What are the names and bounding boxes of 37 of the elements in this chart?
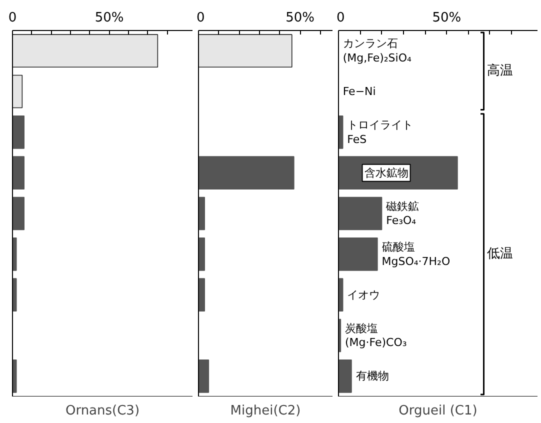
bar	[198, 156, 294, 190]
annotation: 高温	[487, 62, 514, 79]
y-tick-label: Fe−Ni	[342, 85, 376, 98]
bar	[12, 74, 23, 108]
x-tick-label: 50%	[432, 10, 462, 26]
bar	[198, 278, 205, 312]
y-tick-label: 磁鉄鉱 Fe₃O₄	[385, 200, 420, 228]
bar	[12, 34, 158, 68]
bar	[12, 196, 25, 230]
x-tick-label: 0	[196, 10, 205, 26]
x-tick-label: 0	[336, 10, 345, 26]
bar	[338, 360, 352, 393]
bar	[338, 196, 382, 230]
bar	[12, 238, 17, 271]
y-tick-label: 含水鉱物	[364, 166, 408, 180]
bar	[12, 278, 17, 312]
x-axis-title: Orgueil (C1)	[398, 404, 478, 418]
x-axis-title: Mighei(C2)	[230, 404, 301, 418]
bar	[198, 34, 292, 68]
bar	[12, 116, 25, 149]
bar	[12, 360, 17, 393]
y-tick-label: トロイライト FeS	[347, 118, 414, 146]
x-axis-title: Ornans(C3)	[65, 404, 140, 418]
bar	[198, 196, 205, 230]
y-tick-label: イオウ	[347, 288, 380, 302]
bar	[198, 238, 205, 271]
y-tick-label: 硫酸塩 MgSO₄·7H₂O	[382, 240, 450, 268]
bar	[198, 360, 210, 393]
x-tick-label: 0	[8, 10, 17, 26]
y-tick-label: カンラン石 (Mg,Fe)₂SiO₄	[342, 37, 412, 64]
bar	[338, 238, 378, 271]
x-tick-label: 50%	[286, 10, 314, 26]
x-tick-label: 50%	[94, 10, 124, 26]
bar	[12, 156, 25, 190]
y-tick-label: 炭酸塩 (Mg·Fe)CO₃	[344, 322, 407, 350]
annotation: 低温	[487, 246, 514, 262]
y-tick-label: 有機物	[356, 370, 389, 383]
